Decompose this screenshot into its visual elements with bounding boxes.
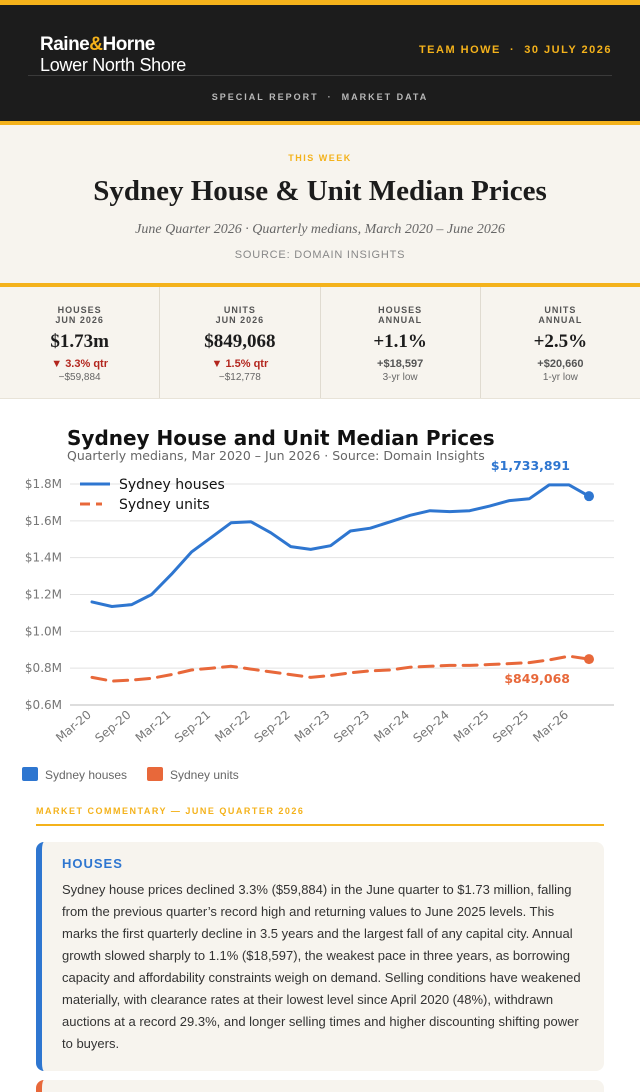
units-commentary-card (36, 1080, 604, 1092)
logo-office: Lower North Shore (40, 55, 186, 75)
bottom-legend-houses-swatch (22, 767, 38, 781)
gold-divider (0, 121, 640, 125)
market-commentary: MARKET COMMENTARY — JUNE QUARTER 2026 HO… (36, 806, 604, 1071)
card-title: HOUSES (62, 856, 123, 871)
bottom-legend-units-label: Sydney units (170, 768, 239, 782)
houses-end-point (584, 491, 594, 502)
hero-source: SOURCE: DOMAIN INSIGHTS (234, 249, 406, 261)
hero-eyebrow: THIS WEEK (288, 153, 352, 163)
stat-label: UNITS (223, 305, 256, 315)
header: Raine&Horne Lower North Shore TEAM HOWE … (0, 5, 640, 121)
header-divider (28, 75, 612, 76)
chart-title: Sydney House and Unit Median Prices (67, 426, 495, 450)
stat-foot: 3-yr low (382, 372, 418, 383)
card-body: Sydney house prices declined 3.3% ($59,8… (62, 882, 581, 1051)
x-tick-label: Sep-24 (410, 708, 451, 746)
stat-value: +2.5% (533, 331, 588, 352)
gold-divider-2 (0, 283, 640, 287)
x-tick-label: Sep-20 (92, 708, 133, 746)
stat-houses-annual: HOUSES ANNUAL +1.1% +$18,597 3-yr low (321, 287, 481, 398)
houses-series-line (90, 483, 591, 608)
y-tick-label: $1.0M (25, 624, 62, 638)
stat-value: +1.1% (373, 331, 427, 352)
stat-period: ANNUAL (538, 315, 583, 325)
x-tick-label: Mar-21 (133, 708, 174, 745)
y-tick-label: $0.6M (25, 698, 62, 712)
header-subtitle: SPECIAL REPORT · MARKET DATA (211, 92, 429, 102)
x-tick-label: Mar-22 (212, 708, 253, 745)
x-tick-label: Sep-22 (251, 708, 292, 746)
stat-value: $849,068 (204, 331, 276, 352)
chart-svg: Sydney House and Unit Median PricesQuart… (22, 426, 614, 782)
legend-units-label: Sydney units (119, 497, 210, 513)
top-accent-bar (0, 0, 640, 5)
x-tick-label: Mar-25 (451, 708, 492, 745)
stat-change: ▼ 3.3% qtr (51, 358, 108, 370)
stat-houses-quarter: HOUSES JUN 2026 $1.73m ▼ 3.3% qtr −$59,8… (0, 287, 161, 398)
stat-period: JUN 2026 (215, 315, 265, 325)
stat-change: +$18,597 (377, 358, 424, 370)
x-tick-label: Mar-23 (292, 708, 333, 745)
y-tick-label: $1.4M (25, 551, 62, 565)
legend-houses-label: Sydney houses (119, 477, 225, 493)
stats-strip: HOUSES JUN 2026 $1.73m ▼ 3.3% qtr −$59,8… (0, 287, 640, 399)
hero-subtitle: June Quarter 2026 · Quarterly medians, M… (135, 222, 505, 237)
hero: THIS WEEK Sydney House & Unit Median Pri… (0, 125, 640, 283)
units-end-label: $849,068 (504, 671, 570, 686)
stat-period: JUN 2026 (55, 315, 104, 325)
y-tick-label: $1.6M (25, 514, 62, 528)
team-date: TEAM HOWE · 30 JULY 2026 (418, 44, 612, 56)
bottom-legend-houses-label: Sydney houses (45, 768, 127, 782)
stat-change: +$20,660 (537, 358, 584, 370)
x-tick-label: Mar-20 (53, 708, 94, 745)
chart-subtitle: Quarterly medians, Mar 2020 – Jun 2026 ·… (67, 448, 485, 463)
price-chart: Sydney House and Unit Median Prices Quart… (0, 398, 640, 798)
brand-logo[interactable]: Raine&Horne Lower North Shore (40, 34, 186, 76)
y-tick-label: $1.2M (25, 588, 62, 602)
x-tick-label: Mar-26 (530, 708, 571, 745)
x-tick-label: Sep-25 (490, 708, 531, 746)
logo-wordmark: Raine&Horne (40, 34, 155, 55)
stat-period: ANNUAL (378, 315, 423, 325)
stat-label: UNITS (544, 305, 577, 315)
x-tick-label: Sep-23 (331, 708, 372, 746)
houses-end-label: $1,733,891 (491, 458, 570, 473)
stat-foot: −$12,778 (218, 372, 261, 383)
y-tick-label: $0.8M (25, 661, 62, 675)
houses-commentary-card: HOUSES Sydney house prices declined 3.3%… (36, 842, 604, 1071)
stat-foot: −$59,884 (58, 372, 101, 383)
stat-change: ▼ 1.5% qtr (211, 358, 269, 370)
units-end-point (584, 654, 594, 665)
stat-foot: 1-yr low (542, 372, 578, 383)
page-title: Sydney House & Unit Median Prices (93, 175, 547, 207)
stat-label: HOUSES (378, 305, 423, 315)
x-tick-label: Sep-21 (172, 708, 213, 746)
stat-label: HOUSES (57, 305, 102, 315)
bottom-legend-units-swatch (147, 767, 163, 781)
units-series-line (90, 654, 591, 683)
y-tick-label: $1.8M (25, 477, 62, 491)
commentary-eyebrow: MARKET COMMENTARY — JUNE QUARTER 2026 (36, 806, 604, 826)
stat-units-annual: UNITS ANNUAL +2.5% +$20,660 1-yr low (481, 287, 640, 398)
stat-value: $1.73m (50, 331, 109, 352)
x-tick-label: Mar-24 (371, 708, 412, 745)
stat-units-quarter: UNITS JUN 2026 $849,068 ▼ 1.5% qtr −$12,… (160, 287, 321, 398)
